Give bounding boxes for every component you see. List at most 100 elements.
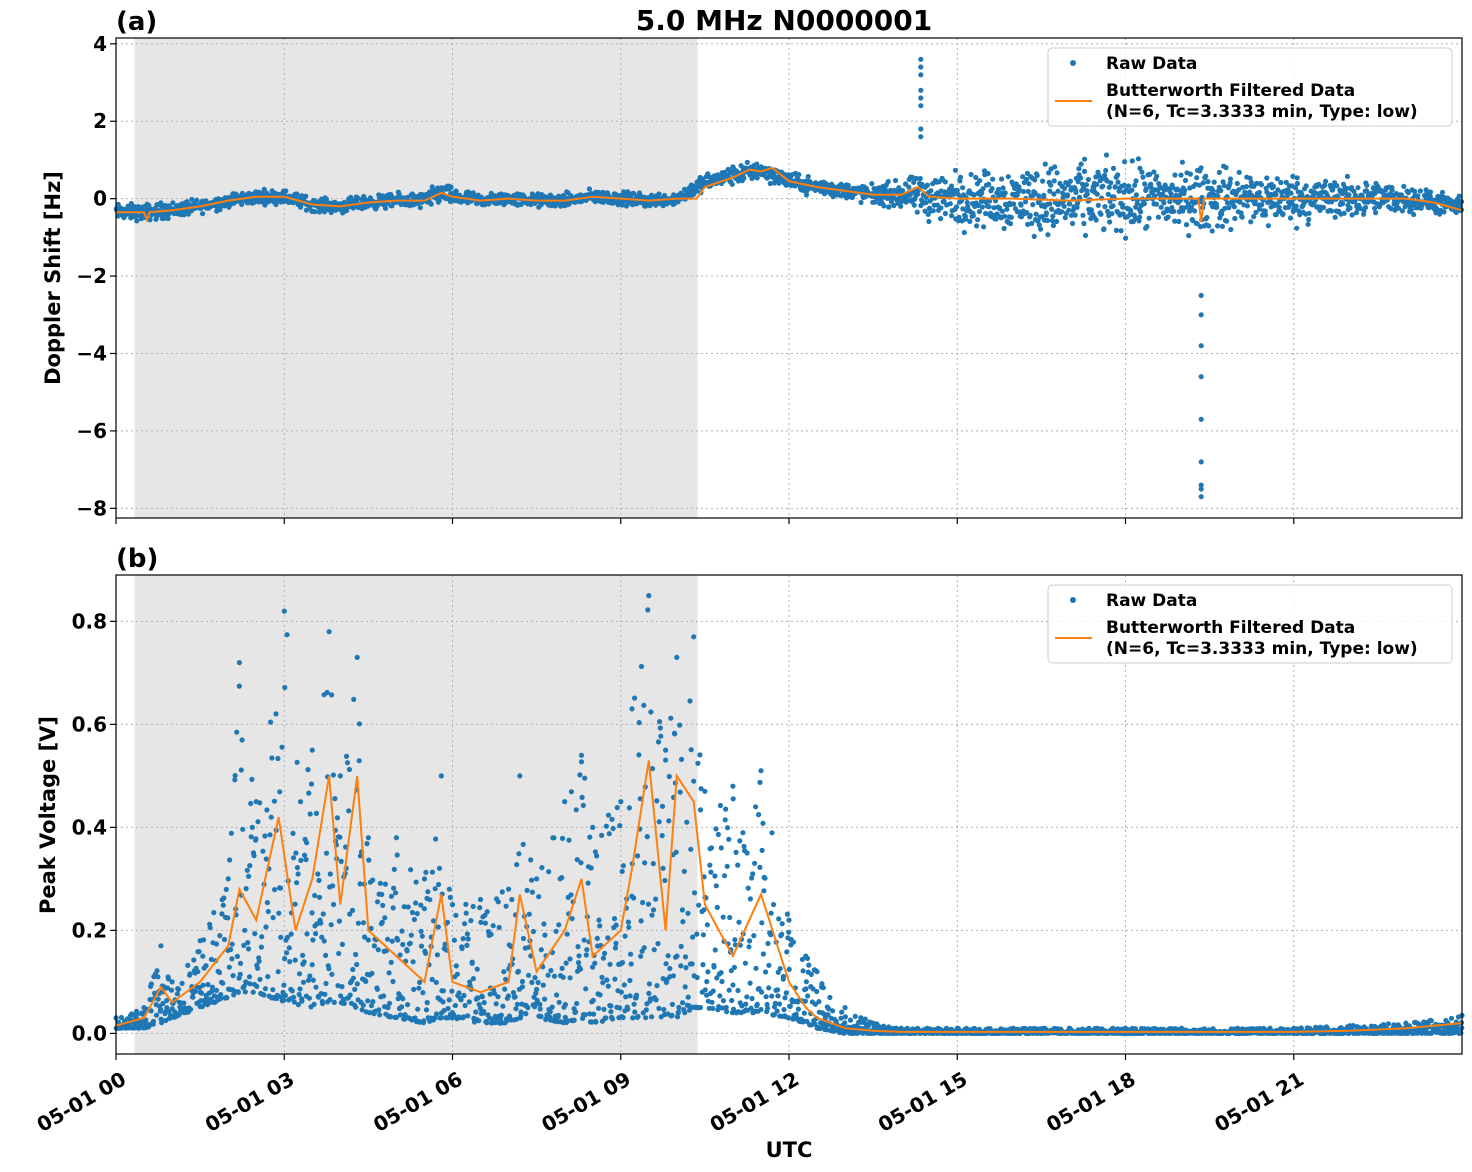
raw-data-point	[1203, 173, 1209, 179]
raw-data-point	[304, 840, 310, 846]
raw-data-point	[289, 988, 295, 994]
raw-data-point	[529, 877, 535, 883]
raw-data-point	[322, 991, 328, 997]
raw-data-point	[474, 966, 480, 972]
raw-data-point	[618, 989, 624, 995]
raw-data-point	[1121, 182, 1127, 188]
raw-data-point	[779, 921, 785, 927]
raw-data-point	[1224, 218, 1230, 224]
raw-data-point	[330, 883, 336, 889]
raw-data-point	[627, 993, 633, 999]
raw-data-point	[520, 935, 527, 942]
raw-data-point	[468, 918, 474, 924]
raw-data-outlier	[918, 87, 924, 93]
raw-data-point	[678, 943, 684, 950]
raw-data-point	[1129, 158, 1135, 164]
raw-data-point	[1165, 214, 1171, 220]
raw-data-point	[1113, 227, 1119, 233]
raw-data-point	[305, 767, 311, 773]
raw-data-point	[250, 989, 256, 995]
raw-data-point	[360, 920, 367, 926]
raw-data-point	[478, 194, 484, 200]
panel-a-shade	[134, 38, 698, 518]
raw-data-point	[371, 943, 377, 949]
raw-data-point	[559, 835, 566, 842]
raw-data-point	[801, 1010, 807, 1016]
raw-data-point	[769, 993, 775, 999]
raw-data-point	[1040, 178, 1046, 184]
raw-data-point	[382, 915, 388, 921]
raw-data-point	[768, 910, 774, 916]
raw-data-outlier	[918, 95, 924, 101]
raw-data-point	[781, 1007, 787, 1013]
raw-data-point	[1223, 165, 1229, 171]
raw-data-point	[1288, 190, 1294, 196]
raw-data-point	[369, 970, 375, 977]
raw-data-point	[658, 733, 664, 739]
raw-data-point	[659, 803, 666, 809]
raw-data-point	[473, 1009, 479, 1015]
panel-b-label: (b)	[116, 544, 158, 574]
raw-data-point	[176, 986, 182, 992]
raw-data-point	[248, 834, 254, 840]
raw-data-point	[200, 211, 206, 217]
raw-data-point	[968, 171, 974, 178]
raw-data-point	[469, 960, 475, 966]
raw-data-point	[1041, 192, 1047, 198]
raw-data-point	[526, 972, 532, 978]
raw-data-point	[433, 979, 439, 986]
raw-data-point	[440, 988, 446, 994]
raw-data-point	[1069, 220, 1076, 227]
raw-data-point	[1072, 212, 1078, 218]
raw-data-point	[470, 903, 476, 910]
raw-data-point	[341, 1000, 347, 1007]
raw-data-point	[396, 191, 402, 197]
raw-data-point	[418, 928, 424, 934]
raw-data-point	[1095, 202, 1101, 208]
raw-data-point	[1049, 206, 1055, 212]
raw-data-point	[1061, 203, 1067, 209]
raw-data-point	[382, 881, 388, 887]
raw-data-point	[451, 937, 457, 943]
raw-data-point	[1294, 225, 1300, 231]
raw-data-point	[691, 890, 698, 896]
raw-data-point	[730, 982, 736, 988]
raw-data-point	[724, 1009, 730, 1015]
raw-data-point	[246, 873, 252, 879]
raw-data-point	[928, 188, 934, 194]
raw-data-point	[1211, 179, 1217, 185]
raw-data-point	[685, 910, 691, 916]
raw-data-point	[234, 729, 240, 735]
raw-data-point	[1025, 188, 1031, 195]
raw-data-point	[957, 174, 964, 180]
raw-data-point	[304, 931, 310, 937]
raw-data-point	[354, 961, 360, 968]
raw-data-point	[741, 175, 747, 181]
raw-data-point	[252, 931, 258, 937]
raw-data-point	[649, 1014, 655, 1020]
raw-data-point	[232, 773, 238, 779]
raw-data-point	[299, 998, 305, 1004]
raw-data-outlier	[918, 134, 924, 140]
raw-data-point	[632, 1009, 638, 1015]
raw-data-point	[1439, 189, 1446, 195]
raw-data-point	[642, 860, 648, 866]
raw-data-point	[769, 830, 775, 836]
raw-data-point	[200, 953, 206, 959]
raw-data-point	[505, 993, 511, 999]
raw-data-point	[954, 204, 960, 210]
raw-data-point	[1364, 182, 1370, 188]
raw-data-point	[753, 965, 759, 971]
raw-data-point	[708, 869, 714, 875]
raw-data-point	[1018, 202, 1024, 208]
raw-data-point	[306, 995, 312, 1001]
raw-data-point	[523, 1011, 529, 1017]
raw-data-point	[617, 823, 623, 829]
raw-data-point	[1044, 217, 1051, 224]
raw-data-point	[999, 208, 1006, 214]
raw-data-point	[938, 216, 944, 222]
raw-data-point	[717, 802, 724, 809]
raw-data-point	[926, 218, 932, 225]
raw-data-point	[1107, 219, 1113, 225]
raw-data-point	[220, 980, 226, 986]
